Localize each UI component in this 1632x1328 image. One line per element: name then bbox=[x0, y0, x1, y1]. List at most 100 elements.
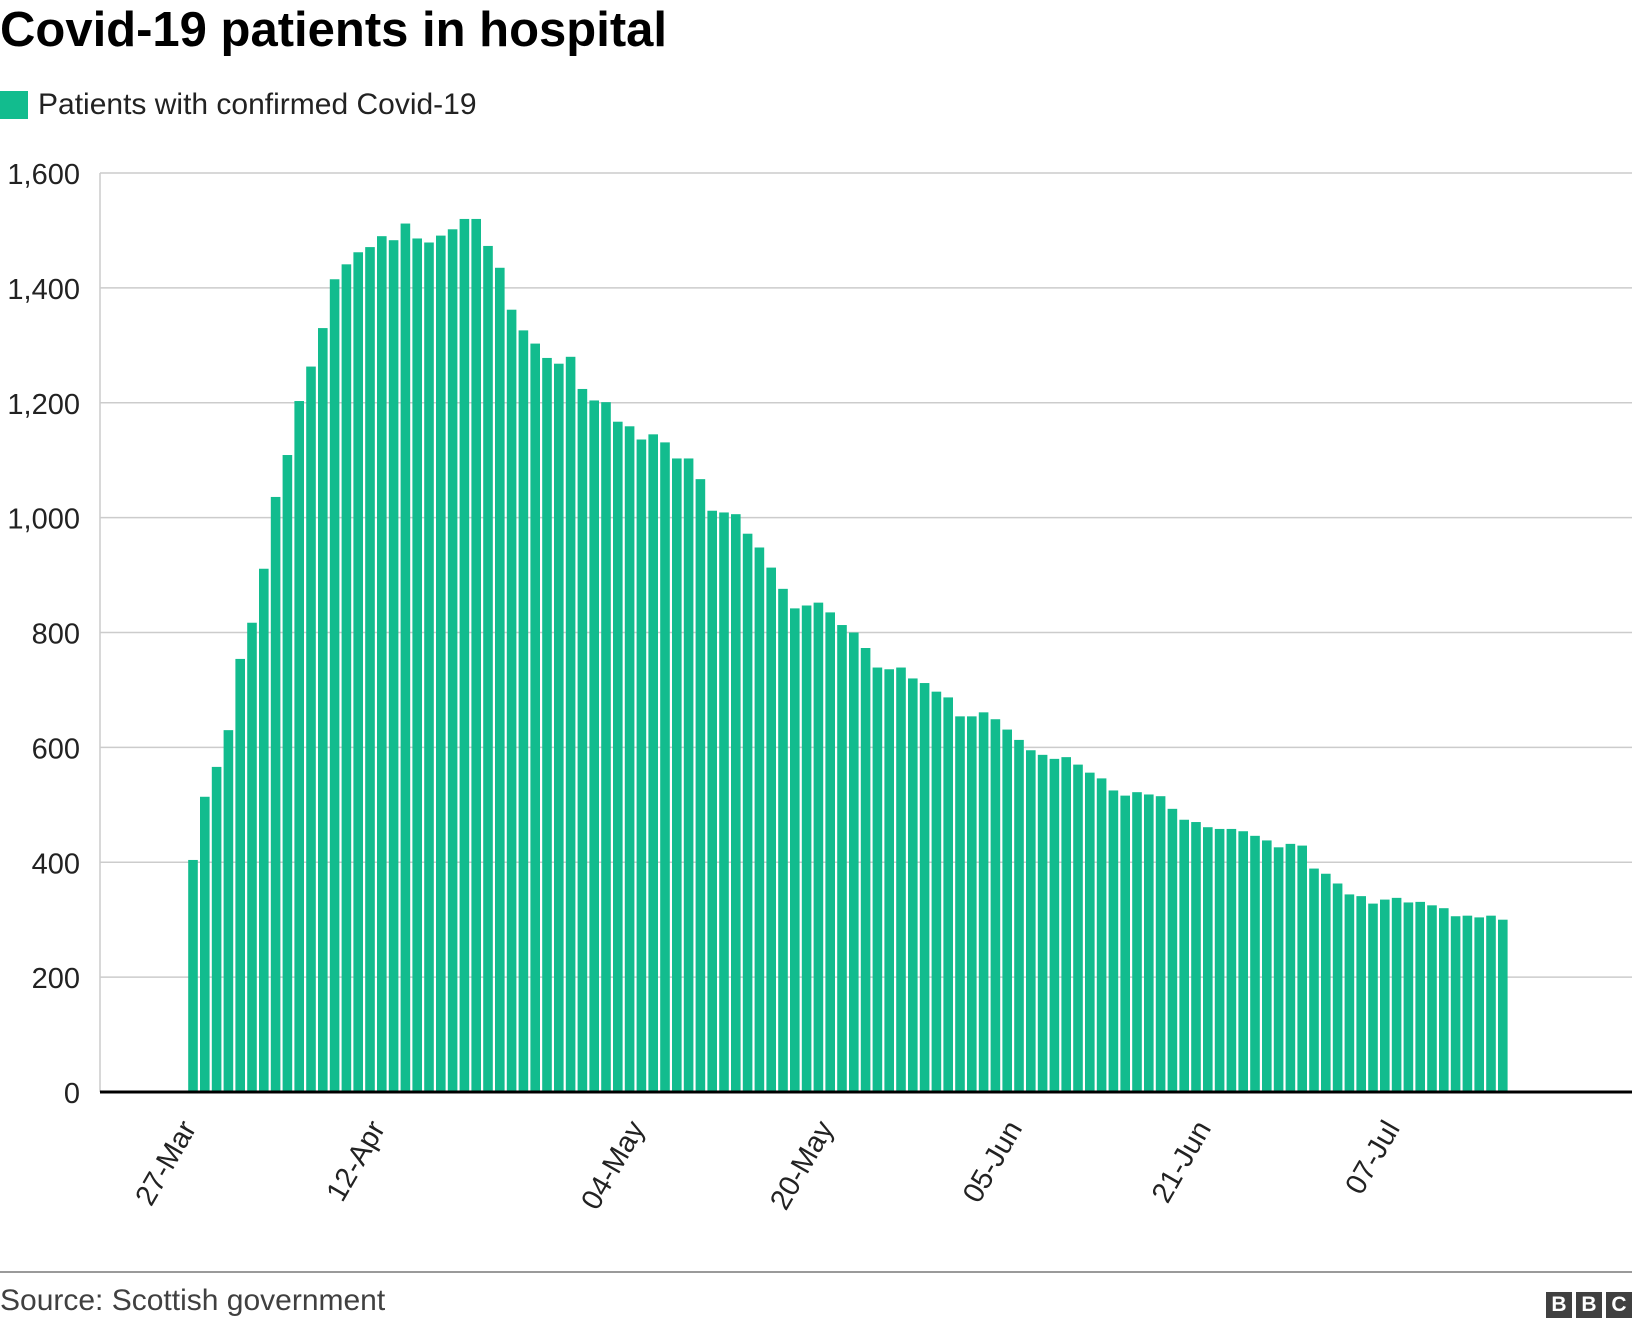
bar bbox=[235, 658, 245, 1092]
bar bbox=[1391, 897, 1402, 1092]
bar bbox=[282, 455, 293, 1092]
bar bbox=[589, 400, 599, 1092]
bar bbox=[318, 328, 328, 1092]
y-tick-label: 1,000 bbox=[7, 504, 80, 536]
bar bbox=[1309, 868, 1319, 1092]
bar bbox=[1026, 750, 1036, 1092]
bar bbox=[1203, 827, 1213, 1092]
legend-label: Patients with confirmed Covid-19 bbox=[38, 88, 477, 121]
bar bbox=[1037, 754, 1048, 1092]
bar bbox=[518, 330, 529, 1092]
bar bbox=[188, 859, 198, 1092]
bar bbox=[211, 766, 222, 1092]
bbc-logo-letter: B bbox=[1546, 1292, 1572, 1318]
x-tick-label: 04-May bbox=[575, 1115, 651, 1215]
bar bbox=[660, 442, 670, 1093]
bar bbox=[1002, 729, 1012, 1092]
bar bbox=[1096, 778, 1107, 1092]
bar bbox=[554, 363, 564, 1092]
bar bbox=[1356, 896, 1366, 1092]
bar bbox=[530, 343, 540, 1092]
footer-divider bbox=[0, 1271, 1632, 1273]
legend: Patients with confirmed Covid-19 bbox=[0, 88, 477, 122]
bar bbox=[1214, 828, 1225, 1092]
bar bbox=[329, 279, 340, 1092]
x-tick-label: 05-Jun bbox=[957, 1116, 1029, 1209]
bar bbox=[1332, 883, 1343, 1092]
bar bbox=[294, 401, 304, 1093]
bar bbox=[990, 719, 1001, 1092]
y-tick-label: 0 bbox=[64, 1078, 80, 1110]
bar bbox=[200, 796, 210, 1092]
bar bbox=[1144, 794, 1154, 1092]
bar bbox=[495, 267, 505, 1093]
bbc-logo: B B C bbox=[1546, 1292, 1632, 1318]
bar bbox=[353, 252, 363, 1093]
bar bbox=[790, 608, 800, 1092]
bar bbox=[778, 588, 788, 1092]
bar bbox=[412, 238, 422, 1092]
bar bbox=[896, 667, 906, 1092]
bar bbox=[1439, 908, 1449, 1092]
bar bbox=[365, 247, 375, 1093]
bar bbox=[908, 678, 918, 1092]
bar bbox=[1085, 772, 1095, 1092]
bar bbox=[1061, 757, 1071, 1092]
x-tick-label: 27-Mar bbox=[129, 1115, 203, 1211]
bar bbox=[1014, 739, 1024, 1092]
bar bbox=[707, 510, 717, 1092]
x-tick-label: 12-Apr bbox=[321, 1115, 392, 1207]
bar bbox=[719, 512, 729, 1092]
chart-title: Covid-19 patients in hospital bbox=[0, 3, 668, 57]
y-tick-label: 1,600 bbox=[7, 159, 80, 191]
y-tick-label: 200 bbox=[32, 963, 80, 995]
bar bbox=[1403, 902, 1414, 1092]
bar bbox=[447, 229, 458, 1092]
bar bbox=[1368, 903, 1378, 1092]
legend-swatch bbox=[0, 91, 28, 119]
bar bbox=[837, 625, 847, 1092]
bar bbox=[542, 357, 552, 1092]
source-note: Source: Scottish government bbox=[0, 1284, 386, 1317]
bar bbox=[1297, 845, 1307, 1092]
y-tick-label: 400 bbox=[32, 848, 80, 880]
bar bbox=[1450, 916, 1461, 1092]
bar bbox=[884, 669, 894, 1092]
bar bbox=[648, 434, 658, 1092]
bar bbox=[967, 716, 977, 1092]
bar bbox=[1238, 831, 1248, 1092]
bar bbox=[766, 567, 776, 1092]
y-tick-label: 1,400 bbox=[7, 274, 80, 306]
bar bbox=[424, 242, 434, 1092]
bar bbox=[471, 218, 481, 1092]
bar bbox=[1427, 905, 1437, 1092]
bar bbox=[483, 245, 493, 1092]
bar bbox=[1462, 915, 1473, 1092]
bar bbox=[1415, 901, 1425, 1092]
bar bbox=[672, 458, 682, 1093]
bar bbox=[1132, 792, 1142, 1092]
bar bbox=[341, 264, 352, 1092]
bar bbox=[259, 568, 269, 1092]
bar bbox=[1321, 873, 1331, 1092]
bar bbox=[636, 439, 647, 1092]
bar bbox=[754, 547, 765, 1092]
bar bbox=[1049, 758, 1060, 1092]
bar bbox=[1108, 790, 1119, 1092]
bar bbox=[1073, 764, 1083, 1092]
bar bbox=[1191, 822, 1201, 1092]
bar bbox=[400, 223, 411, 1093]
bar bbox=[825, 612, 835, 1092]
bar bbox=[813, 602, 824, 1092]
bar bbox=[377, 236, 387, 1092]
bar-chart: 0 200 400 600 800 1,000 1,200 1,400 1,600 27-Mar 1… bbox=[7, 159, 1632, 1215]
bar bbox=[247, 622, 257, 1092]
bar bbox=[601, 402, 611, 1092]
bar bbox=[872, 667, 883, 1092]
bar bbox=[1285, 843, 1296, 1092]
bar bbox=[695, 479, 706, 1093]
bar bbox=[624, 426, 635, 1092]
bar bbox=[459, 218, 470, 1092]
bar bbox=[955, 716, 965, 1092]
bar bbox=[1498, 919, 1508, 1092]
